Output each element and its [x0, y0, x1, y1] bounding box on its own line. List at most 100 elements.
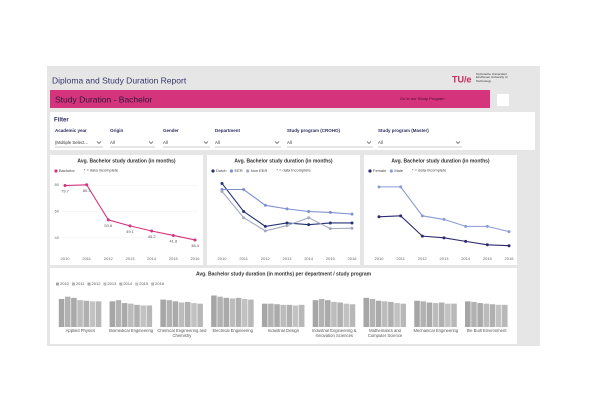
data-point: [242, 188, 246, 192]
dropdown-chevron[interactable]: [96, 141, 102, 144]
data-point: [220, 189, 224, 193]
data-point: [350, 221, 354, 225]
chart-panel: [207, 155, 360, 265]
dropdown-chevron[interactable]: [366, 141, 372, 144]
bar: [381, 301, 388, 327]
x-tick-label: 2015: [169, 256, 179, 261]
home-button[interactable]: [497, 94, 509, 106]
data-point: [350, 212, 354, 216]
filter-value[interactable]: All: [378, 140, 383, 145]
bar: [483, 303, 490, 327]
bar: [95, 301, 102, 327]
x-tick-label: 2016: [348, 256, 358, 261]
category-label-box: Chemical Engineering and Chemistry: [157, 329, 206, 338]
bar: [191, 303, 197, 327]
x-tick-label: 2014: [147, 256, 157, 261]
filter-value[interactable]: All: [287, 140, 292, 145]
legend-marker: [246, 169, 250, 173]
data-label: 45.2: [148, 234, 157, 239]
bar: [166, 300, 173, 327]
bar: [140, 305, 146, 327]
data-point: [285, 224, 289, 228]
study-program-link[interactable]: Go to our Study Program: [400, 96, 445, 101]
legend-marker: [103, 282, 107, 286]
legend-marker: [151, 282, 155, 286]
filter-value[interactable]: All: [215, 140, 220, 145]
data-point: [420, 234, 424, 238]
bar: [388, 301, 394, 327]
bar: [64, 296, 71, 327]
data-point: [263, 224, 267, 228]
data-point: [464, 239, 468, 243]
dropdown-chevron[interactable]: [148, 141, 154, 144]
filter-label: Gender: [163, 128, 179, 133]
chart-note: * = data incomplete: [84, 168, 119, 173]
legend-label: 2013: [107, 281, 117, 286]
data-label: 49.1: [126, 229, 135, 234]
bar: [71, 297, 77, 327]
bar: [211, 295, 217, 327]
filter-value[interactable]: All: [110, 140, 115, 145]
bar: [58, 299, 65, 327]
bar: [235, 297, 242, 327]
filter-value[interactable]: All: [163, 140, 168, 145]
x-tick-label: the Built Environment: [466, 329, 507, 333]
x-tick-label: 2010: [218, 256, 228, 261]
data-point: [399, 185, 403, 189]
bar: [343, 303, 350, 327]
bar: [318, 299, 325, 327]
x-tick-label: 2015: [326, 256, 336, 261]
dropdown-chevron[interactable]: [203, 141, 209, 144]
bar: [286, 304, 293, 327]
legend-marker: [135, 282, 139, 286]
category-label-box: Industrial Engineering & Innovation Scie…: [312, 329, 356, 338]
data-label: 41.8: [169, 239, 178, 244]
chart-panel: [50, 155, 203, 265]
legend-label: Non EER: [251, 168, 268, 173]
bar: [217, 296, 223, 327]
data-point: [420, 214, 424, 218]
legend-label: Female: [373, 168, 387, 173]
logo-caption: Technische Universiteit Eindhoven Univer…: [476, 73, 508, 83]
bar: [292, 305, 299, 327]
data-point: [242, 210, 246, 213]
bar: [115, 300, 122, 327]
category-label-box: Electrical Engineering: [212, 329, 253, 333]
report-title: Diploma and Study Duration Report: [52, 75, 187, 85]
data-point: [220, 181, 224, 185]
filter-label: Department: [215, 128, 241, 133]
x-tick-label: 2012: [104, 256, 114, 261]
dropdown-chevron[interactable]: [274, 141, 280, 144]
data-point: [377, 185, 381, 189]
bar: [349, 304, 356, 327]
bar: [178, 302, 185, 327]
bar: [337, 302, 343, 327]
legend-label: 2014: [123, 281, 133, 286]
x-tick-label: 2013: [283, 256, 293, 261]
legend-label: 2010: [60, 281, 70, 286]
filter-value[interactable]: (Multiple Select...: [55, 140, 88, 145]
x-tick-label: Mathematics and Computer Science: [367, 329, 403, 338]
legend-marker: [211, 169, 215, 173]
legend-marker: [56, 282, 59, 286]
category-label-box: Mathematics and Computer Science: [367, 329, 403, 338]
data-point: [106, 218, 110, 222]
legend-label: Bachelor: [59, 168, 75, 173]
bar: [298, 304, 305, 327]
x-tick-label: Biomedical Engineering: [109, 329, 154, 333]
filter-label: Origin: [110, 128, 124, 133]
filter-label: Study program (CROHO): [287, 128, 341, 133]
bar: [477, 303, 483, 327]
legend-label: 2011: [76, 281, 85, 286]
data-label: 80.3: [83, 188, 92, 193]
legend-marker: [229, 169, 234, 173]
bar: [400, 303, 407, 327]
bar: [109, 301, 116, 327]
data-point: [507, 230, 511, 234]
x-tick-label: Industrial Design: [267, 329, 300, 333]
x-tick-label: 2011: [239, 256, 248, 261]
dropdown-chevron[interactable]: [455, 141, 461, 144]
y-tick-label: 40: [55, 235, 60, 240]
x-tick-label: Mechanical Engineering: [413, 329, 459, 333]
